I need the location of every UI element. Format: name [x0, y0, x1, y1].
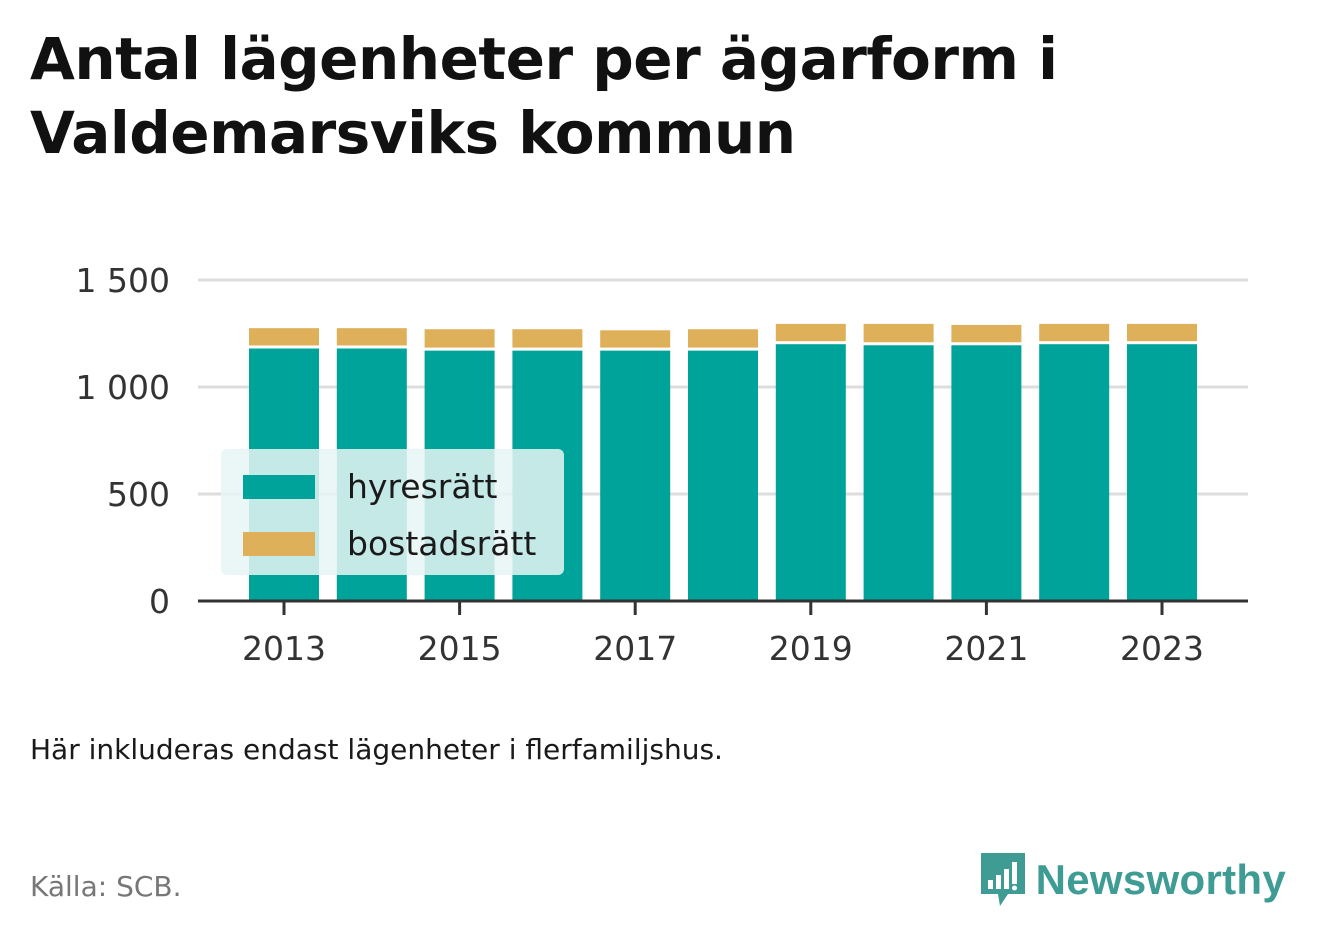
x-tick-label: 2023 — [1120, 629, 1204, 668]
bar-bostadsratt — [775, 323, 846, 342]
bar-bostadsratt — [688, 329, 758, 348]
x-tick-label: 2021 — [944, 629, 1028, 668]
newsworthy-logo-icon — [980, 853, 1025, 906]
bar-bostadsratt — [249, 328, 319, 346]
x-tick-label: 2015 — [418, 629, 502, 668]
bar-hyresratt — [951, 345, 1022, 601]
legend-swatch-hyresratt — [243, 474, 315, 499]
bar-hyresratt — [688, 350, 758, 601]
chart-title: Antal lägenheter per ägarform i Valdemar… — [30, 25, 1058, 167]
x-tick-label: 2019 — [769, 629, 853, 668]
y-tick-label: 1 500 — [76, 261, 170, 300]
x-tick-label: 2013 — [242, 629, 326, 668]
legend-swatch-bostadsratt — [243, 531, 315, 556]
bar-bostadsratt — [1039, 323, 1110, 342]
legend-label-hyresratt: hyresrätt — [347, 467, 498, 506]
bar-bostadsratt — [600, 330, 671, 348]
y-tick-label: 500 — [107, 475, 170, 514]
legend-item-hyresratt: hyresrätt — [243, 467, 497, 506]
bar-hyresratt — [600, 350, 671, 601]
bar-hyresratt — [1039, 344, 1110, 601]
brand-name: Newsworthy — [1035, 856, 1286, 903]
brand-logo: Newsworthy — [978, 850, 1286, 910]
x-tick-label: 2017 — [593, 629, 677, 668]
bar-hyresratt — [863, 345, 934, 601]
y-tick-label: 1 000 — [76, 368, 170, 407]
chart-legend: hyresrätt bostadsrätt — [221, 449, 564, 575]
bar-bostadsratt — [863, 323, 934, 343]
bar-bostadsratt — [951, 324, 1022, 343]
bar-hyresratt — [1127, 344, 1197, 601]
legend-item-bostadsratt: bostadsrätt — [243, 524, 536, 563]
bar-bostadsratt — [424, 329, 495, 348]
y-tick-label: 0 — [149, 582, 170, 621]
legend-label-bostadsratt: bostadsrätt — [347, 524, 537, 563]
bar-bostadsratt — [512, 329, 583, 348]
bar-bostadsratt — [1127, 323, 1197, 342]
chart-note: Här inkluderas endast lägenheter i flerf… — [30, 733, 723, 766]
bar-bostadsratt — [336, 328, 407, 346]
source-text: Källa: SCB. — [30, 870, 182, 903]
axes: 0 500 1 000 1 500 2013 2015 2017 2019 2021 2023 — [76, 261, 1248, 668]
bar-hyresratt — [775, 344, 846, 601]
